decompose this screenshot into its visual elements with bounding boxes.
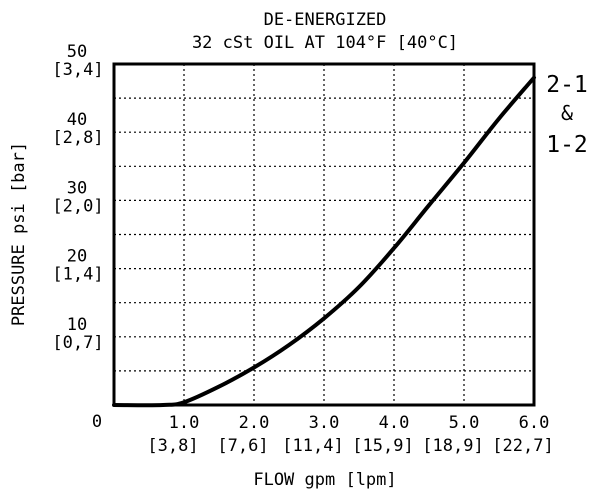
x-tick-sublabel: [22,7] [492, 436, 553, 456]
annotation-line-1: 2-1 [546, 72, 588, 98]
y-tick-label: 10 [67, 315, 87, 335]
series-line [112, 75, 536, 408]
y-tick-sublabel: [3,4] [52, 60, 103, 80]
x-tick-label: 1.0 [169, 413, 200, 433]
x-tick-sublabel: [15,9] [352, 436, 413, 456]
x-tick-label: 5.0 [449, 413, 480, 433]
x-tick-labels: 1.0 [3,8] 2.0 [7,6] 3.0 [11,4] 4.0 [15,9] 5.0 [18… [147, 413, 553, 456]
x-tick-label: 2.0 [239, 413, 270, 433]
annotation-line-2: & [561, 101, 573, 125]
y-tick-sublabel: [1,4] [52, 265, 103, 285]
x-tick-sublabel: [3,8] [147, 436, 198, 456]
y-tick-sublabel: [2,0] [52, 196, 103, 216]
x-tick-label: 6.0 [519, 413, 550, 433]
x-tick-sublabel: [7,6] [217, 436, 268, 456]
y-axis-label: PRESSURE psi [bar] [9, 142, 29, 326]
y-tick-labels: 10[0,7] 20[1,4] 30[2,0] 40[2,8] 50[3,4] [52, 42, 103, 353]
annotation-line-3: 1-2 [546, 132, 588, 158]
y-tick-label: 30 [67, 178, 87, 198]
y-tick-label: 50 [67, 42, 87, 62]
y-tick-sublabel: [2,8] [52, 128, 103, 148]
chart-title: DE-ENERGIZED [264, 10, 387, 30]
origin-label: 0 [92, 412, 102, 432]
x-tick-label: 3.0 [309, 413, 340, 433]
chart-subtitle: 32 cSt OIL AT 104°F [40°C] [192, 33, 458, 53]
x-tick-sublabel: [18,9] [422, 436, 483, 456]
y-tick-label: 20 [67, 247, 87, 267]
y-tick-sublabel: [0,7] [52, 333, 103, 353]
plot-frame [112, 62, 536, 407]
x-tick-label: 4.0 [379, 413, 410, 433]
x-tick-sublabel: [11,4] [282, 436, 343, 456]
grid-lines [114, 64, 534, 405]
x-axis-label: FLOW gpm [lpm] [253, 470, 396, 490]
y-tick-label: 40 [67, 110, 87, 130]
